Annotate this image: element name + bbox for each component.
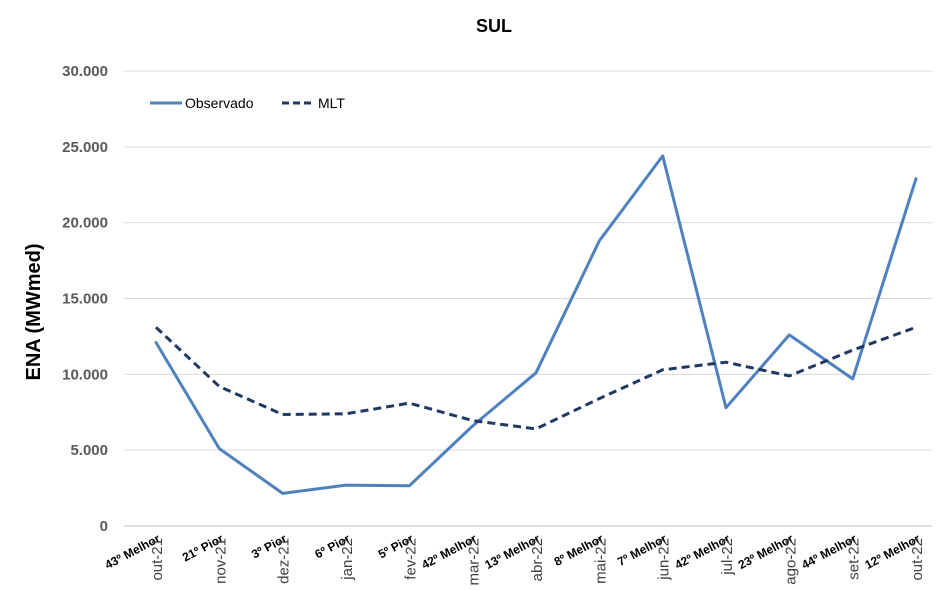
x-tick-label: set-22 (846, 538, 863, 580)
x-tick-label: jun-22 (656, 538, 673, 581)
chart-title: SUL (476, 16, 512, 36)
x-tick-label: ago-22 (782, 538, 799, 585)
x-tick-label: jul-22 (719, 538, 736, 576)
y-tick-label: 15.000 (62, 291, 108, 308)
x-tick-label: dez-21 (276, 538, 293, 584)
legend-label-observado: Observado (185, 95, 254, 111)
x-tick-label: abr-22 (529, 538, 546, 581)
x-tick-label: jan-22 (339, 538, 356, 581)
series-line-mlt (154, 325, 917, 431)
x-tick-label: mar-22 (466, 538, 483, 586)
x-tick-labels: out-21 nov-21 dez-21 jan-22 fev-22 mar-22 abr-… (149, 538, 926, 586)
gridlines (124, 70, 932, 527)
y-tick-label: 25.000 (62, 139, 108, 156)
y-tick-labels: 0 5.000 10.000 15.000 20.000 25.000 30.000 (62, 63, 108, 535)
x-tick-label: out-22 (909, 538, 926, 581)
legend: Observado MLT (150, 95, 345, 111)
x-tick-label: nov-21 (212, 538, 229, 584)
y-tick-label: 30.000 (62, 63, 108, 80)
series-line-observado (154, 154, 918, 495)
y-tick-label: 20.000 (62, 215, 108, 232)
x-tick-label: out-21 (149, 538, 166, 581)
y-axis-label: ENA (MWmed) (23, 243, 45, 380)
legend-label-mlt: MLT (318, 95, 345, 111)
y-tick-label: 10.000 (62, 366, 108, 383)
y-tick-label: 5.000 (70, 442, 108, 459)
series-lines (154, 154, 918, 495)
x-tick-label: mai-22 (592, 538, 609, 584)
x-tick-label: fev-22 (402, 538, 419, 580)
y-tick-label: 0 (100, 518, 108, 535)
